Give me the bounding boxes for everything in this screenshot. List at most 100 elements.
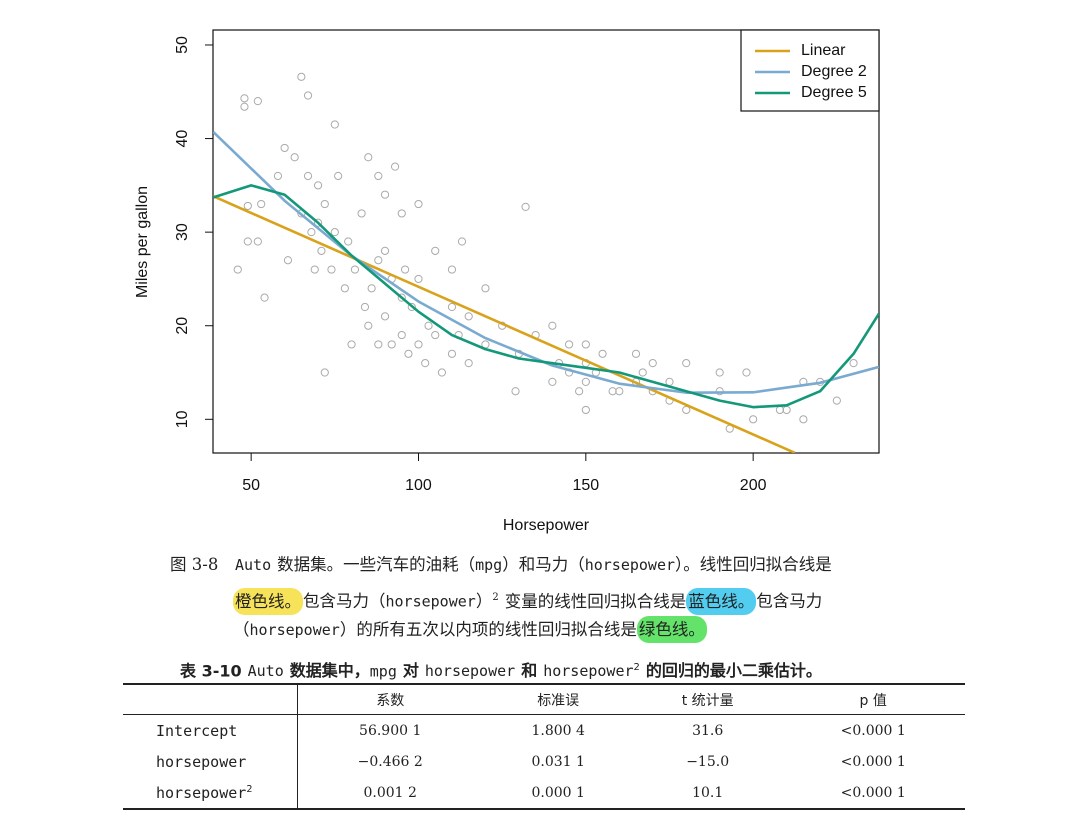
legend-box	[740, 29, 880, 112]
point	[253, 97, 262, 106]
x-tick-label: 150	[572, 477, 599, 494]
caption-line: （horsepower）的所有五次以内项的线性回归拟合线是 绿色线。	[233, 616, 707, 643]
point	[313, 218, 323, 227]
point	[273, 171, 283, 181]
row-name: horsepower2	[123, 777, 298, 809]
point	[374, 171, 383, 181]
point	[414, 340, 423, 349]
point	[414, 274, 423, 284]
legend-label: Degree 5	[801, 84, 867, 101]
cell: 0.000 1	[531, 784, 585, 801]
table-title: 表 3-10 Auto 数据集中，mpg 对 horsepower 和 horsepower…	[180, 658, 822, 681]
header-cell: 标准误	[482, 684, 634, 715]
cell: 0.031 1	[531, 753, 585, 770]
point	[340, 284, 349, 293]
point	[397, 330, 406, 340]
caption-text: 变量的线性回归拟合线是	[504, 591, 687, 611]
point	[357, 209, 366, 218]
plot-frame	[212, 29, 880, 454]
caption-text: 包含马力	[756, 591, 823, 611]
cell: 0.001 2	[363, 784, 417, 801]
caption-text: 包含马力（	[303, 591, 386, 611]
table-title-text: 和	[521, 661, 538, 681]
point	[775, 405, 785, 415]
point	[447, 302, 457, 312]
caption-line: Auto 数据集。一些汽车的油耗（mpg）和马力（horsepower）。线性回归…	[235, 555, 832, 575]
point	[317, 246, 326, 255]
point	[431, 246, 440, 255]
point	[414, 199, 423, 209]
legend-label: Linear	[801, 42, 846, 59]
point	[380, 312, 390, 321]
point	[548, 377, 557, 386]
caption-text: horsepower	[249, 621, 340, 639]
caption-text: ）的所有五次以内项的线性回归拟合线是	[339, 620, 637, 639]
point	[330, 120, 339, 129]
header-cell: 系数	[297, 684, 483, 715]
point	[598, 349, 607, 358]
point	[330, 228, 339, 237]
point	[240, 102, 249, 111]
table-title-text: Auto	[247, 662, 284, 681]
cell: −15.0	[686, 753, 730, 770]
row-name-text: horsepower	[156, 783, 247, 802]
point	[390, 162, 400, 171]
table-label: 表 3-10	[180, 661, 242, 681]
point	[280, 143, 289, 153]
y-tick-label: 20	[174, 317, 191, 335]
cell: <0.000 1	[840, 784, 906, 801]
caption-text: mpg	[475, 556, 503, 574]
point	[511, 387, 520, 396]
point	[564, 340, 574, 349]
point	[648, 359, 657, 368]
point	[631, 349, 641, 358]
point	[374, 340, 383, 349]
point	[608, 387, 617, 396]
point	[253, 237, 262, 246]
point	[243, 201, 252, 211]
point	[283, 256, 293, 265]
point	[320, 368, 329, 377]
point	[347, 340, 356, 349]
y-tick-label: 40	[174, 130, 191, 148]
caption-label: 图 3-8	[170, 555, 219, 574]
point	[581, 340, 590, 349]
cell: −0.466 2	[357, 753, 423, 770]
caption-text: ）。线性回归拟合线是	[675, 555, 832, 574]
caption-text: ）	[475, 591, 493, 611]
point	[401, 265, 410, 274]
point	[782, 405, 791, 415]
table-title-text: horsepower	[543, 662, 634, 681]
point	[581, 405, 590, 415]
caption-text: 数据集。一些汽车的油耗（	[277, 555, 476, 574]
x-tick-label: 50	[242, 477, 260, 494]
caption-text: Auto	[235, 556, 272, 574]
x-tick-label: 100	[405, 477, 432, 494]
caption-line: 橙色线。 包含马力（horsepower）2 变量的线性回归拟合线是 蓝色线。 包含马力	[233, 587, 823, 615]
row-name-superscript: 2	[246, 783, 253, 795]
point	[364, 153, 373, 162]
point	[397, 293, 406, 302]
caption-text: horsepower	[584, 556, 676, 574]
header-cell: t 统计量	[633, 684, 782, 715]
point	[407, 302, 416, 312]
x-axis-label: Horsepower	[503, 517, 590, 534]
point	[665, 377, 674, 386]
row: horsepower −0.466 2 0.031 1 −15.0 <0.000…	[123, 746, 965, 777]
point	[464, 312, 473, 321]
chart: Horsepower Miles per gallon 50 100 150 200 1…	[134, 29, 880, 534]
point	[548, 321, 557, 330]
point	[799, 415, 808, 424]
point	[334, 171, 343, 181]
point	[360, 302, 370, 312]
point	[424, 321, 433, 330]
table-title-text: 数据集中，	[289, 661, 370, 681]
cell: 56.900 1	[359, 722, 422, 739]
point	[307, 228, 316, 237]
point	[521, 202, 530, 211]
cell: 31.6	[692, 722, 724, 739]
caption-highlight: 蓝色线。	[686, 587, 757, 615]
point	[374, 256, 383, 265]
y-tick-label: 30	[174, 223, 191, 241]
point	[260, 293, 269, 302]
